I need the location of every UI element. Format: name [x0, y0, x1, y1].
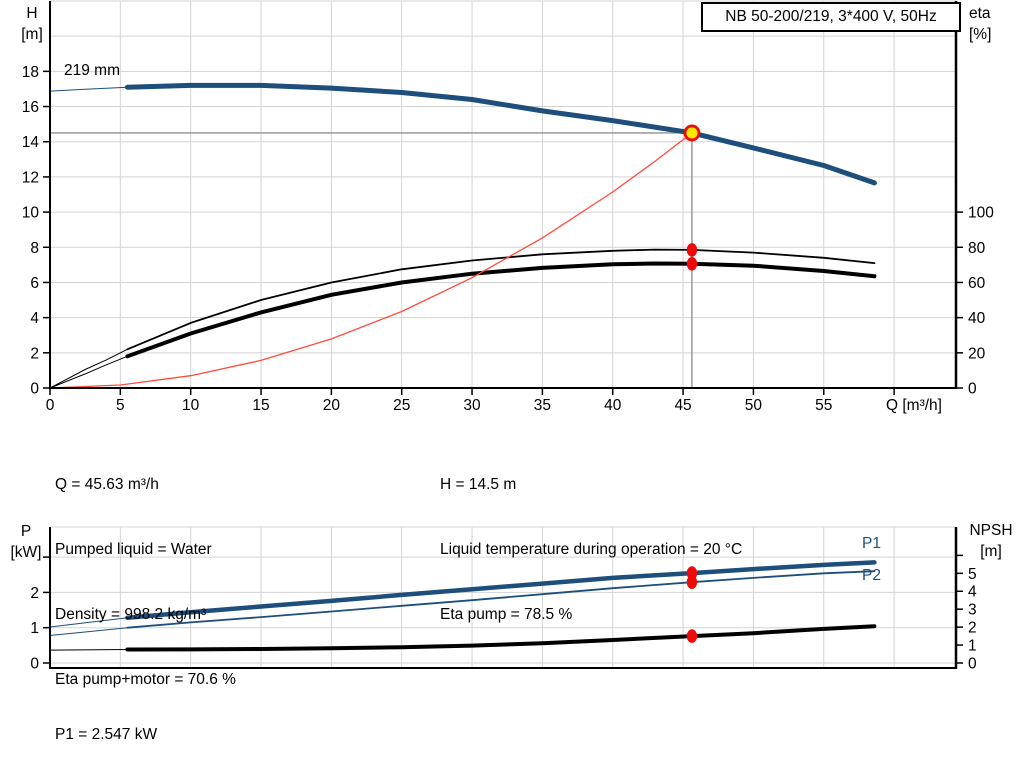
- y-tick-label: 20: [968, 345, 986, 362]
- y-axis-title-npsh-symbol: NPSH: [969, 522, 1013, 539]
- eta-pump-motor-point: [686, 257, 698, 271]
- power-info: P1 = 2.547 kW P2 = 2.29 kW NPSH = 1.5 m …: [55, 681, 409, 781]
- x-tick-label: 30: [463, 397, 481, 414]
- y-tick-label: 2: [968, 620, 977, 637]
- y-tick-label: 5: [968, 566, 977, 583]
- y-axis-title-power-symbol: P: [20, 523, 32, 540]
- info-flow: Q = 45.63 m³/h: [55, 476, 159, 494]
- y-tick-label: 0: [968, 381, 977, 398]
- x-axis-title-flow: Q [m³/h]: [886, 397, 942, 414]
- p2-point: [686, 575, 698, 589]
- curve-p1-lead: [49, 617, 128, 628]
- y-tick-label: 40: [968, 310, 986, 327]
- duty-point: [683, 124, 701, 142]
- x-tick-label: 25: [393, 397, 410, 414]
- y-tick-label: 60: [968, 275, 986, 292]
- x-tick-label: 15: [252, 397, 269, 414]
- y-tick-label: 4: [30, 310, 39, 327]
- x-tick-label: 5: [116, 397, 125, 414]
- y-tick-label: 6: [30, 275, 39, 292]
- y-tick-label: 1: [968, 638, 977, 655]
- y-tick-label: 2: [30, 585, 39, 602]
- x-tick-label: 20: [323, 397, 341, 414]
- y-axis-title-eta-unit: [%]: [969, 26, 992, 43]
- info-eta-pump: Eta pump = 78.5 %: [440, 605, 573, 623]
- curve-p1: [125, 560, 877, 621]
- impeller-diameter-label: 219 mm: [64, 62, 120, 79]
- curve-p2-lead: [49, 627, 128, 636]
- y-tick-label: 18: [22, 64, 39, 81]
- curve-eta-pump-motor: [125, 261, 877, 359]
- info-temperature: Liquid temperature during operation = 20…: [440, 540, 743, 558]
- y-axis-title-npsh-unit: [m]: [980, 543, 1002, 560]
- y-axis-title-power: P [kW]: [6, 521, 46, 563]
- x-tick-label: 40: [604, 397, 622, 414]
- y-tick-label: 4: [968, 584, 977, 601]
- p1-curve-label: P1: [862, 535, 881, 552]
- duty-info-left: Q = 45.63 m³/h Pumped liquid = Water Den…: [55, 431, 236, 733]
- x-tick-label: 50: [745, 397, 763, 414]
- y-axis-title-head-symbol: H: [26, 5, 38, 22]
- info-liquid: Pumped liquid = Water: [55, 540, 212, 558]
- y-axis-title-npsh: NPSH [m]: [962, 520, 1020, 562]
- x-tick-label: 0: [46, 397, 55, 414]
- y-tick-label: 16: [22, 99, 39, 116]
- y-axis-title-eta-symbol: eta: [969, 5, 991, 22]
- curve-p2: [126, 570, 876, 629]
- info-density: Density = 998.2 kg/m³: [55, 605, 207, 623]
- y-axis-title-power-unit: [kW]: [10, 544, 42, 561]
- y-tick-label: 0: [968, 655, 977, 672]
- x-tick-label: 10: [182, 397, 200, 414]
- info-eta-pump-motor: Eta pump+motor = 70.6 %: [55, 670, 236, 688]
- pump-title-box: NB 50-200/219, 3*400 V, 50Hz: [701, 2, 961, 32]
- y-tick-label: 0: [30, 381, 39, 398]
- y-tick-label: 80: [968, 240, 986, 257]
- npsh-point: [686, 629, 698, 643]
- y-axis-title-head: H [m]: [14, 3, 50, 45]
- y-tick-label: 1: [30, 620, 39, 637]
- y-tick-label: 100: [968, 205, 994, 222]
- info-head: H = 14.5 m: [440, 476, 517, 494]
- x-tick-label: 55: [815, 397, 832, 414]
- p2-curve-label: P2: [862, 567, 881, 584]
- duty-info-right: H = 14.5 m Liquid temperature during ope…: [440, 431, 742, 669]
- curve-npsh: [125, 624, 877, 652]
- curve-eta-pump-motor-lead: [49, 355, 128, 389]
- eta-pump-point: [686, 243, 698, 257]
- x-tick-label: 45: [674, 397, 691, 414]
- curve-system-curve: [49, 132, 693, 389]
- x-tick-label: 35: [534, 397, 551, 414]
- y-tick-label: 0: [30, 655, 39, 672]
- y-tick-label: 3: [968, 602, 977, 619]
- y-axis-title-head-unit: [m]: [21, 26, 43, 43]
- y-tick-label: 2: [30, 345, 39, 362]
- curve-eta-pump: [126, 248, 876, 351]
- y-tick-label: 12: [22, 169, 39, 186]
- curve-qh-219mm-lead: [49, 86, 128, 92]
- curve-npsh-lead: [49, 649, 128, 651]
- pump-title: NB 50-200/219, 3*400 V, 50Hz: [725, 8, 937, 25]
- info-p1: P1 = 2.547 kW: [55, 726, 158, 744]
- curve-qh-219mm: [124, 82, 877, 186]
- y-tick-label: 14: [22, 134, 40, 151]
- y-axis-title-eta: eta [%]: [969, 3, 1019, 45]
- y-tick-label: 10: [22, 205, 40, 222]
- y-tick-label: 8: [30, 240, 39, 257]
- curve-eta-pump-lead: [49, 348, 128, 389]
